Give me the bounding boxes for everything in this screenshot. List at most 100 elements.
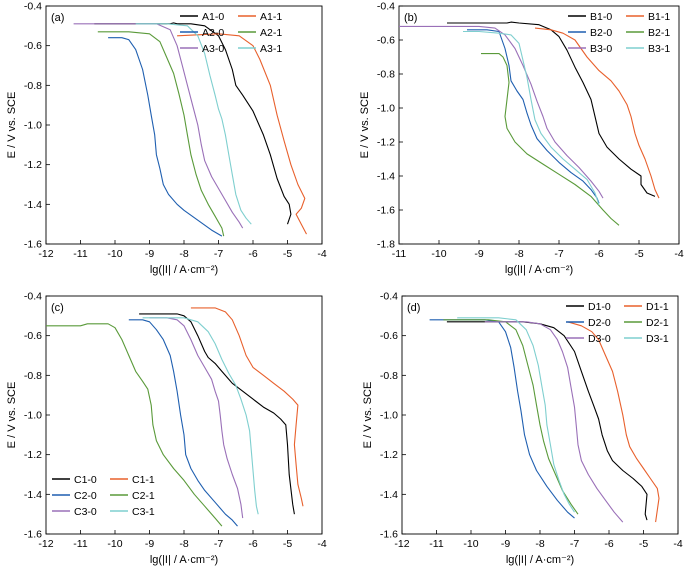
legend-label: B3-0 [590, 43, 612, 55]
x-tick-label: -5 [639, 538, 648, 550]
legend-label: D1-0 [588, 301, 611, 313]
series-line-B3-0 [399, 25, 604, 199]
series-line-D3-0 [484, 321, 624, 523]
panel-label: (c) [51, 302, 64, 314]
legend-label: A2-1 [260, 27, 282, 39]
legend-label: C3-1 [132, 506, 155, 518]
x-tick-label: -9 [145, 248, 154, 260]
y-tick-label: -0.8 [380, 370, 398, 382]
y-tick-label: -0.8 [377, 69, 395, 81]
y-axis-title: E / V vs. SCE [362, 382, 374, 449]
y-tick-label: -1.4 [377, 171, 395, 183]
panel-label: (a) [51, 12, 64, 24]
y-tick-label: -1.4 [24, 489, 42, 501]
x-tick-label: -5 [634, 248, 643, 260]
panel-label: (d) [407, 302, 420, 314]
y-tick-label: -0.6 [24, 40, 42, 52]
y-tick-label: -0.4 [24, 291, 42, 303]
legend-label: D2-1 [646, 317, 669, 329]
x-tick-label: -9 [501, 538, 510, 550]
x-tick-label: -10 [107, 248, 122, 260]
y-tick-label: -0.6 [24, 330, 42, 342]
x-tick-label: -11 [429, 538, 444, 550]
plot-frame [45, 5, 323, 245]
series-line-A1-1 [177, 33, 307, 235]
y-tick-label: -1.2 [24, 449, 42, 461]
y-tick-label: -1.4 [380, 489, 398, 501]
x-tick-label: -11 [73, 248, 88, 260]
legend-label: B2-1 [648, 27, 670, 39]
y-tick-label: -0.6 [377, 35, 395, 47]
plot-frame [398, 5, 680, 245]
x-axis-title: lg(|I| / A·cm⁻²) [505, 264, 573, 276]
panel-4: -12 -11 -10 -9 -8 -7 -6 -5 -4 -1.6 -1.4 -1.2 -1.0 -0.… [362, 291, 683, 567]
y-tick-label: -1.2 [380, 449, 398, 461]
series-line-D2-1 [443, 319, 579, 515]
y-tick-label: -0.4 [380, 291, 398, 303]
series-line-A2-0 [108, 37, 223, 237]
legend-label: A1-0 [202, 11, 224, 23]
x-tick-label: -6 [248, 538, 257, 550]
x-axis-title: lg(|I| / A·cm⁻²) [150, 554, 218, 566]
x-tick-label: -4 [317, 248, 326, 260]
legend: B1-0 B1-1 B2-0 B2-1 B3-0 B3-1 [568, 11, 670, 55]
x-tick-label: -5 [283, 248, 292, 260]
y-axis-title: E / V vs. SCE [6, 92, 18, 159]
series-line-A3-1 [135, 23, 252, 225]
series-line-C2-1 [46, 323, 223, 527]
legend: D1-0 D1-1 D2-0 D2-1 D3-0 D3-1 [566, 301, 669, 345]
x-tick-label: -4 [673, 538, 682, 550]
legend-label: C2-1 [132, 490, 155, 502]
series-line-D2-0 [429, 319, 575, 519]
series-line-B1-0 [447, 21, 656, 197]
legend-label: C1-1 [132, 474, 155, 486]
y-tick-label: -1.2 [24, 159, 42, 171]
legend-label: D1-1 [646, 301, 669, 313]
y-tick-label: -1.0 [380, 410, 398, 422]
x-tick-label: -6 [594, 248, 603, 260]
y-tick-label: -1.2 [377, 137, 395, 149]
x-tick-label: -12 [394, 538, 409, 550]
legend-label: A1-1 [260, 11, 282, 23]
x-tick-label: -7 [554, 248, 563, 260]
x-tick-label: -8 [179, 248, 188, 260]
x-tick-label: -7 [214, 248, 223, 260]
y-tick-label: -0.4 [24, 1, 42, 13]
x-tick-label: -11 [73, 538, 88, 550]
legend: C1-0 C1-1 C2-0 C2-1 C3-0 C3-1 [52, 474, 155, 518]
x-tick-label: -10 [463, 538, 478, 550]
x-tick-label: -10 [107, 538, 122, 550]
series-line-C1-0 [139, 313, 295, 515]
panel-label: (b) [404, 12, 417, 24]
y-axis-title: E / V vs. SCE [6, 382, 18, 449]
legend-label: B1-1 [648, 11, 670, 23]
legend-label: A2-0 [202, 27, 224, 39]
y-tick-label: -0.4 [377, 1, 395, 13]
series-line-C1-1 [190, 307, 304, 507]
y-tick-label: -1.6 [24, 529, 42, 541]
x-tick-label: -8 [535, 538, 544, 550]
x-tick-label: -12 [38, 538, 53, 550]
series-line-B3-1 [463, 30, 600, 206]
x-tick-label: -9 [474, 248, 483, 260]
plot-frame [401, 295, 679, 535]
legend-label: C2-0 [74, 490, 97, 502]
legend-label: B1-0 [590, 11, 612, 23]
y-axis-title: E / V vs. SCE [359, 92, 371, 159]
y-tick-label: -0.8 [24, 80, 42, 92]
y-tick-label: -0.6 [380, 330, 398, 342]
x-tick-label: -11 [392, 248, 407, 260]
x-tick-label: -8 [179, 538, 188, 550]
x-tick-label: -7 [570, 538, 579, 550]
legend-label: D3-0 [588, 333, 611, 345]
x-tick-label: -6 [248, 248, 257, 260]
legend-label: B2-0 [590, 27, 612, 39]
series-line-D1-1 [567, 321, 660, 523]
x-tick-label: -4 [317, 538, 326, 550]
series-line-B2-1 [481, 53, 620, 226]
panel-3: -12 -11 -10 -9 -8 -7 -6 -5 -4 -1.6 -1.4 -1.2 -1.0 -0.… [6, 291, 327, 567]
series-line-A2-1 [97, 31, 225, 237]
legend-label: D3-1 [646, 333, 669, 345]
